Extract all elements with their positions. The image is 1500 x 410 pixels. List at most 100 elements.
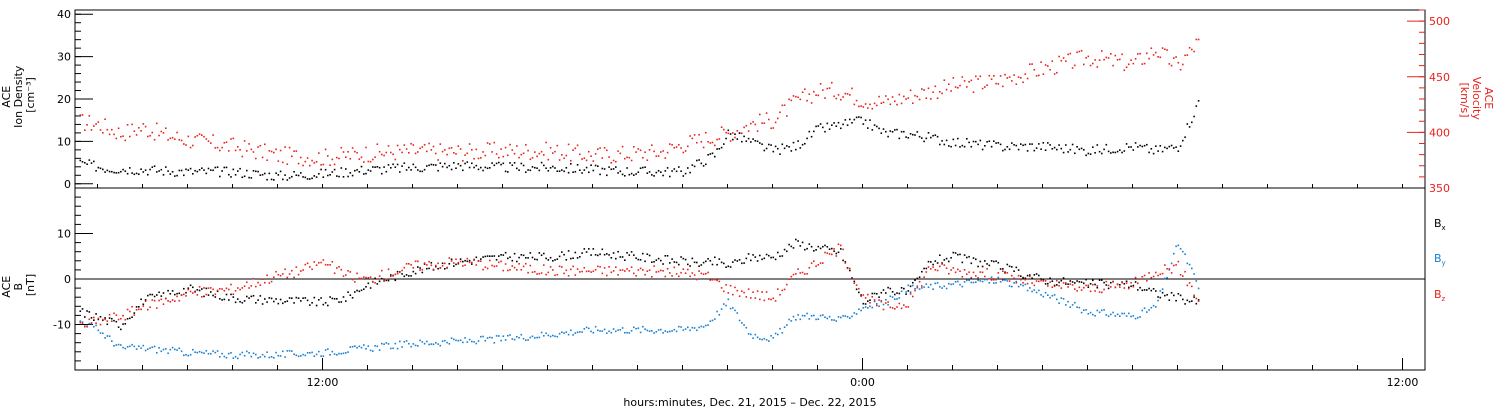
data-point <box>1175 146 1177 148</box>
data-point <box>138 173 140 175</box>
data-point <box>491 336 493 339</box>
data-point <box>167 300 169 302</box>
data-point <box>925 283 928 285</box>
data-point <box>612 252 615 254</box>
data-point <box>131 123 133 126</box>
data-point <box>621 256 624 258</box>
data-point <box>770 298 772 301</box>
data-point <box>1029 275 1031 278</box>
data-point <box>277 174 280 176</box>
data-point <box>727 298 730 301</box>
data-point <box>243 140 246 142</box>
data-point <box>653 175 655 177</box>
data-point <box>619 256 622 258</box>
data-point <box>797 240 799 242</box>
data-point <box>1105 280 1108 283</box>
data-point <box>770 335 772 337</box>
data-point <box>570 163 572 165</box>
data-point <box>504 251 507 254</box>
data-point <box>376 143 379 145</box>
data-point <box>270 178 273 181</box>
tick-label: 350 <box>1429 182 1450 195</box>
data-point <box>232 168 235 171</box>
data-point <box>921 88 923 90</box>
data-point <box>759 338 761 340</box>
data-point <box>243 285 246 287</box>
data-point <box>99 323 102 326</box>
data-point <box>122 346 124 349</box>
data-point <box>333 163 336 166</box>
data-point <box>203 287 205 289</box>
data-point <box>826 317 829 320</box>
data-point <box>1137 316 1139 319</box>
data-point <box>1020 275 1022 277</box>
data-point <box>1146 143 1148 146</box>
data-point <box>1004 272 1006 274</box>
data-point <box>772 337 775 339</box>
data-point <box>1013 282 1015 284</box>
data-point <box>142 171 145 173</box>
data-point <box>1049 281 1051 283</box>
data-point <box>203 135 205 138</box>
data-point <box>914 289 916 292</box>
data-point <box>477 340 480 342</box>
data-point <box>385 278 388 281</box>
data-point <box>124 139 127 142</box>
data-point <box>601 272 604 275</box>
data-point <box>115 137 118 140</box>
data-point <box>171 171 174 173</box>
data-point <box>295 174 298 176</box>
data-point <box>538 152 541 155</box>
data-point <box>804 142 806 145</box>
data-point <box>331 261 334 263</box>
data-point <box>1038 74 1040 77</box>
data-point <box>365 146 367 149</box>
data-point <box>1184 270 1186 273</box>
data-point <box>680 170 682 172</box>
data-point <box>1125 315 1128 317</box>
data-point <box>1004 73 1006 76</box>
data-point <box>495 265 498 267</box>
data-point <box>590 164 592 166</box>
series-right <box>79 38 1200 167</box>
data-point <box>779 327 781 330</box>
data-point <box>885 302 887 304</box>
data-point <box>158 291 160 294</box>
data-point <box>885 292 887 294</box>
data-point <box>448 164 451 167</box>
data-point <box>761 143 763 145</box>
data-point <box>1103 281 1105 284</box>
data-point <box>1069 306 1072 308</box>
data-point <box>619 269 622 271</box>
data-point <box>212 350 214 352</box>
data-point <box>880 300 883 302</box>
data-point <box>988 277 991 280</box>
data-point <box>185 291 187 294</box>
data-point <box>770 256 772 259</box>
data-point <box>385 279 388 282</box>
data-point <box>102 318 104 321</box>
data-point <box>1071 304 1074 306</box>
data-point <box>1071 67 1074 69</box>
data-point <box>756 336 759 339</box>
data-point <box>120 344 122 346</box>
data-point <box>844 262 847 264</box>
data-point <box>732 293 734 296</box>
data-point <box>1141 289 1144 292</box>
data-point <box>221 146 223 149</box>
data-point <box>448 257 451 259</box>
data-point <box>522 254 525 257</box>
data-point <box>1078 148 1081 151</box>
data-point <box>1155 271 1157 274</box>
data-point <box>1078 286 1081 289</box>
data-point <box>356 169 358 171</box>
data-point <box>1015 83 1018 85</box>
data-point <box>536 167 538 169</box>
data-point <box>799 272 802 274</box>
data-point <box>471 340 473 343</box>
data-point <box>1137 53 1139 55</box>
data-point <box>993 75 995 77</box>
data-point <box>682 257 685 260</box>
data-point <box>747 130 750 132</box>
